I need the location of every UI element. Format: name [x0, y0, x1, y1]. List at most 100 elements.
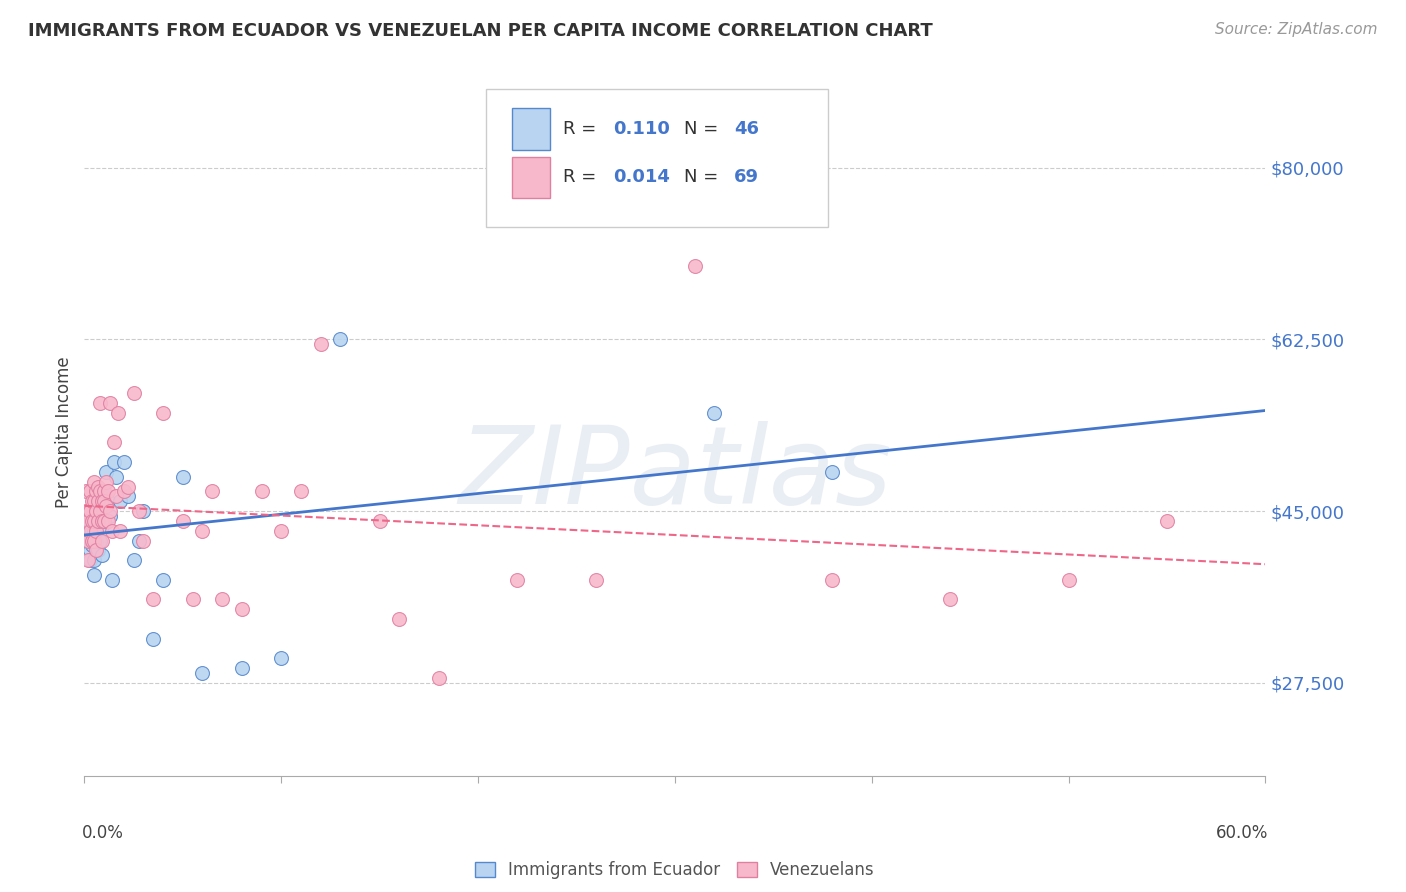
Point	[142, 632, 165, 646]
Point	[94, 465, 117, 479]
Text: N =: N =	[685, 168, 724, 186]
Point	[93, 494, 115, 508]
Point	[142, 592, 165, 607]
Point	[82, 494, 104, 508]
Point	[152, 573, 174, 587]
Point	[77, 553, 100, 567]
Point	[91, 514, 114, 528]
Point	[101, 573, 124, 587]
Point	[309, 337, 332, 351]
Point	[83, 494, 105, 508]
Point	[79, 543, 101, 558]
Legend: Immigrants from Ecuador, Venezuelans: Immigrants from Ecuador, Venezuelans	[467, 853, 883, 888]
Point	[683, 259, 706, 273]
Point	[128, 504, 150, 518]
Point	[98, 508, 121, 523]
Point	[211, 592, 233, 607]
Point	[83, 533, 105, 548]
Point	[89, 484, 111, 499]
Point	[83, 553, 105, 567]
Point	[104, 489, 127, 503]
Text: 0.014: 0.014	[613, 168, 671, 186]
Point	[93, 514, 115, 528]
Point	[89, 504, 111, 518]
Point	[122, 386, 145, 401]
Point	[91, 518, 114, 533]
Point	[128, 533, 150, 548]
Text: IMMIGRANTS FROM ECUADOR VS VENEZUELAN PER CAPITA INCOME CORRELATION CHART: IMMIGRANTS FROM ECUADOR VS VENEZUELAN PE…	[28, 22, 932, 40]
Point	[388, 612, 411, 626]
Point	[87, 543, 110, 558]
Point	[77, 533, 100, 548]
Point	[89, 396, 111, 410]
Point	[103, 435, 125, 450]
Point	[821, 465, 844, 479]
FancyBboxPatch shape	[486, 89, 828, 227]
Point	[112, 455, 135, 469]
Point	[108, 494, 131, 508]
Text: 0.0%: 0.0%	[82, 824, 124, 842]
Point	[152, 406, 174, 420]
Point	[97, 484, 120, 499]
Point	[821, 573, 844, 587]
Y-axis label: Per Capita Income: Per Capita Income	[55, 357, 73, 508]
Point	[82, 538, 104, 552]
Point	[172, 469, 194, 483]
Point	[82, 514, 104, 528]
Text: 0.110: 0.110	[613, 120, 671, 138]
Point	[1057, 573, 1080, 587]
Point	[83, 475, 105, 489]
Point	[231, 602, 253, 616]
Text: ZIPatlas: ZIPatlas	[458, 421, 891, 526]
Point	[82, 508, 104, 523]
Point	[181, 592, 204, 607]
Point	[83, 524, 105, 538]
Point	[83, 568, 105, 582]
Point	[201, 484, 224, 499]
Point	[91, 548, 114, 563]
Point	[270, 524, 292, 538]
Text: R =: R =	[562, 168, 602, 186]
Point	[79, 504, 101, 518]
Point	[191, 665, 214, 680]
Point	[87, 514, 110, 528]
Point	[84, 494, 107, 508]
Point	[87, 514, 110, 528]
Point	[427, 671, 450, 685]
Point	[290, 484, 312, 499]
Point	[84, 514, 107, 528]
Point	[107, 406, 129, 420]
Point	[91, 533, 114, 548]
Point	[104, 469, 127, 483]
Point	[83, 514, 105, 528]
Point	[82, 524, 104, 538]
FancyBboxPatch shape	[512, 109, 550, 150]
Point	[585, 573, 607, 587]
Point	[75, 504, 97, 518]
Point	[506, 573, 529, 587]
Point	[329, 332, 352, 346]
Point	[84, 504, 107, 518]
Point	[117, 480, 139, 494]
Point	[93, 484, 115, 499]
Point	[79, 484, 101, 499]
Point	[98, 504, 121, 518]
Point	[231, 661, 253, 675]
Point	[79, 504, 101, 518]
Point	[132, 533, 155, 548]
Point	[132, 504, 155, 518]
Point	[89, 504, 111, 518]
Point	[94, 500, 117, 514]
Text: 69: 69	[734, 168, 759, 186]
Point	[93, 489, 115, 503]
Point	[91, 494, 114, 508]
Point	[75, 484, 97, 499]
Point	[270, 651, 292, 665]
Point	[79, 524, 101, 538]
Point	[84, 524, 107, 538]
Point	[368, 514, 391, 528]
Point	[87, 480, 110, 494]
Point	[939, 592, 962, 607]
Point	[94, 475, 117, 489]
Point	[103, 455, 125, 469]
